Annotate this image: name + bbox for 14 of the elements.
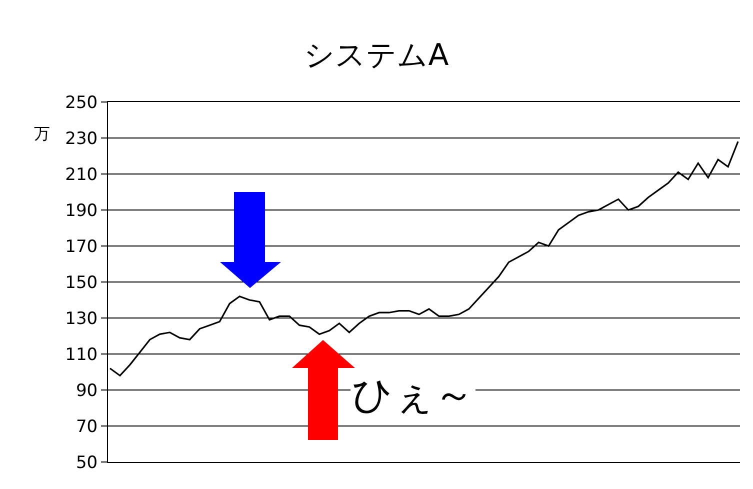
y-tick-label: 150 [65,272,98,293]
y-tick-label: 90 [76,380,98,401]
y-tick-label: 70 [76,416,98,437]
annotation: ひぇ～ [352,372,474,418]
y-axis-title: 万 [34,124,50,143]
y-tick-label: 250 [65,92,98,113]
y-tick-label: 210 [65,164,98,185]
y-tick-label: 170 [65,236,98,257]
y-tick-label: 230 [65,128,98,149]
y-tick-label: 130 [65,308,98,329]
y-tick-label: 50 [76,452,98,473]
y-tick-label: 110 [65,344,98,365]
chart-title: システムA [304,38,450,74]
y-tick-label: 190 [65,200,98,221]
